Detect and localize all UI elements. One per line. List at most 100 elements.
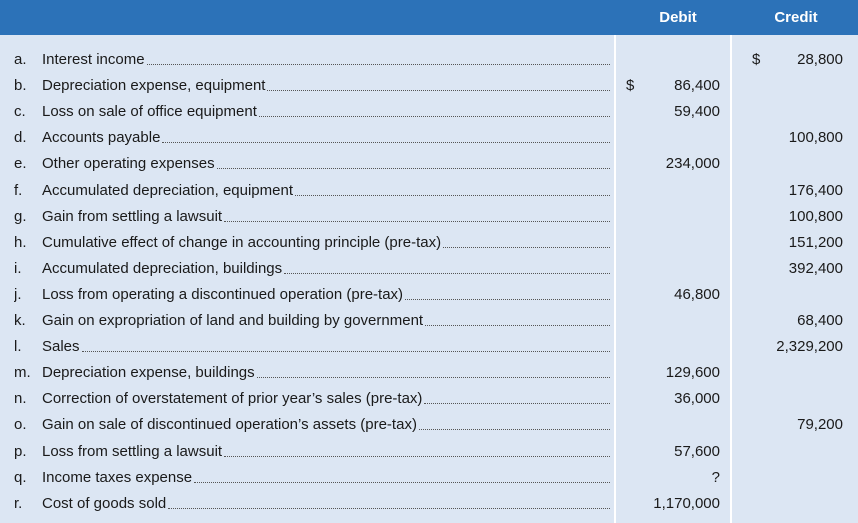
debit-amount: 234,000 (665, 155, 720, 173)
debit-column-header: Debit (659, 9, 697, 26)
row-description: Gain on sale of discontinued operation’s… (42, 416, 417, 434)
table-row: c. Loss on sale of office equipment 59,400 (0, 99, 858, 125)
row-label: k. Gain on expropriation of land and buil… (14, 308, 610, 334)
row-description: Depreciation expense, equipment (42, 77, 266, 95)
table-row: l. Sales 2,329,200 (0, 334, 858, 360)
leader-dots (424, 402, 610, 405)
row-description: Other operating expenses (42, 155, 215, 173)
table-row: f. Accumulated depreciation, equipment 176… (0, 178, 858, 204)
row-letter: l. (14, 338, 22, 356)
credit-amount: 176,400 (788, 181, 843, 199)
row-label: i. Accumulated depreciation, buildings (14, 256, 610, 282)
leader-dots (418, 428, 610, 431)
leader-dots (81, 350, 610, 353)
row-letter: j. (14, 285, 22, 303)
row-description: Cumulative effect of change in accountin… (42, 233, 442, 251)
row-letter: n. (14, 390, 27, 408)
table-row: a. Interest income $28,800 (0, 47, 858, 73)
leader-dots (284, 272, 610, 274)
credit-amount: 68,400 (797, 312, 843, 329)
leader-dots (168, 507, 610, 509)
row-description: Accounts payable (42, 129, 161, 147)
debit-amount: 129,600 (665, 364, 720, 382)
row-description: Cost of goods sold (42, 494, 167, 512)
leader-dots (425, 324, 610, 326)
row-label: g. Gain from settling a lawsuit (14, 204, 610, 230)
row-label: b. Depreciation expense, equipment (14, 73, 610, 99)
table-row: n. Correction of overstatement of prior y… (0, 386, 858, 412)
row-letter: m. (14, 364, 31, 382)
leader-dots (256, 376, 610, 379)
table-row: e. Other operating expenses 234,000 (0, 151, 858, 177)
row-description: Sales (42, 338, 80, 356)
row-label: p. Loss from settling a lawsuit (14, 439, 610, 465)
row-label: r. Cost of goods sold (14, 491, 610, 517)
table-row: i. Accumulated depreciation, buildings 392… (0, 256, 858, 282)
row-letter: o. (14, 416, 27, 434)
debit-amount: 36,000 (674, 390, 720, 408)
table-row: k. Gain on expropriation of land and buil… (0, 308, 858, 334)
leader-dots (162, 141, 610, 144)
debit-amount: 86,400 (674, 77, 720, 95)
row-label: n. Correction of overstatement of prior y… (14, 386, 610, 412)
row-letter: f. (14, 181, 23, 199)
row-letter: a. (14, 51, 27, 68)
leader-dots (295, 194, 610, 196)
debit-amount: ? (711, 468, 720, 486)
row-description: Loss from settling a lawsuit (42, 442, 223, 460)
leader-dots (443, 246, 610, 248)
debit-amount: 59,400 (674, 103, 720, 121)
row-label: d. Accounts payable (14, 125, 610, 151)
table-row: b. Depreciation expense, equipment $86,400 (0, 73, 858, 99)
row-label: q. Income taxes expense (14, 465, 610, 491)
column-divider (730, 35, 732, 523)
row-letter: d. (14, 129, 27, 147)
row-description: Loss from operating a discontinued opera… (42, 285, 404, 303)
credit-amount: 100,800 (788, 207, 843, 225)
credit-currency-symbol: $ (752, 51, 761, 68)
table-row: r. Cost of goods sold 1,170,000 (0, 491, 858, 517)
row-letter: k. (14, 312, 26, 329)
leader-dots (267, 89, 610, 92)
leader-dots (224, 220, 610, 222)
credit-amount: 100,800 (788, 129, 843, 147)
row-label: e. Other operating expenses (14, 151, 610, 177)
debit-amount: 1,170,000 (653, 494, 720, 512)
row-label: c. Loss on sale of office equipment (14, 99, 610, 125)
credit-amount: 2,329,200 (776, 338, 843, 356)
table-row: g. Gain from settling a lawsuit 100,800 (0, 204, 858, 230)
credit-amount: 28,800 (797, 51, 843, 68)
row-letter: r. (14, 494, 23, 512)
row-label: a. Interest income (14, 47, 610, 73)
leader-dots (216, 167, 610, 170)
row-description: Correction of overstatement of prior yea… (42, 390, 423, 408)
row-letter: q. (14, 468, 27, 486)
credit-amount: 392,400 (788, 259, 843, 277)
debit-currency-symbol: $ (626, 77, 635, 95)
table-header: Debit Credit (0, 0, 858, 35)
row-letter: i. (14, 259, 22, 277)
leader-dots (258, 115, 610, 118)
row-letter: g. (14, 207, 27, 225)
row-letter: c. (14, 103, 26, 121)
row-label: h. Cumulative effect of change in account… (14, 230, 610, 256)
row-description: Depreciation expense, buildings (42, 364, 255, 382)
table-row: p. Loss from settling a lawsuit 57,600 (0, 439, 858, 465)
row-label: j. Loss from operating a discontinued ope… (14, 282, 610, 308)
row-letter: e. (14, 155, 27, 173)
row-letter: p. (14, 442, 27, 460)
row-description: Accumulated depreciation, equipment (42, 181, 293, 199)
row-description: Interest income (42, 51, 145, 68)
row-letter: b. (14, 77, 27, 95)
table-row: h. Cumulative effect of change in account… (0, 230, 858, 256)
row-letter: h. (14, 233, 27, 251)
table-row: d. Accounts payable 100,800 (0, 125, 858, 151)
column-divider (614, 35, 616, 523)
row-description: Gain on expropriation of land and buildi… (42, 312, 424, 329)
table-row: m. Depreciation expense, buildings 129,600 (0, 360, 858, 386)
leader-dots (405, 298, 610, 300)
row-label: m. Depreciation expense, buildings (14, 360, 610, 386)
row-description: Accumulated depreciation, buildings (42, 259, 283, 277)
credit-amount: 151,200 (788, 233, 843, 251)
